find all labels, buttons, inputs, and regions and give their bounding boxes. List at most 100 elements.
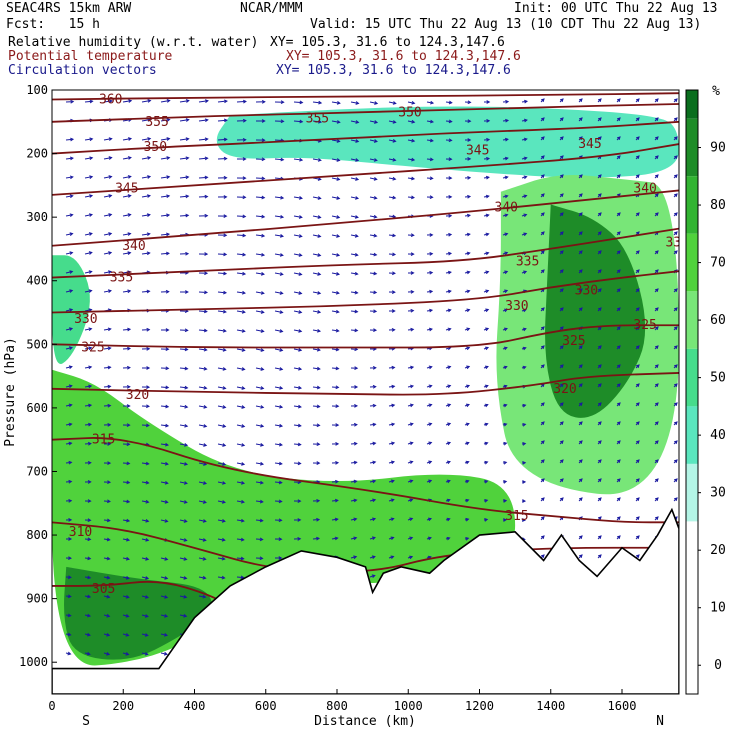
vector-arrow — [274, 443, 283, 446]
vector-arrowhead — [259, 518, 264, 523]
x-tick-label: 800 — [326, 699, 348, 713]
vector-arrowhead — [485, 175, 490, 180]
vector-arrowhead — [373, 139, 378, 143]
vector-arrow — [160, 214, 170, 217]
vector-arrowhead — [597, 231, 602, 236]
vector-arrowhead — [125, 614, 130, 618]
vector-arrowhead — [335, 404, 340, 409]
vector-arrowhead — [446, 536, 451, 541]
vector-arrow — [331, 329, 339, 332]
vector-arrowhead — [597, 383, 602, 388]
vector-arrow — [350, 291, 358, 294]
vector-arrowhead — [164, 500, 169, 504]
vector-arrowhead — [540, 269, 545, 274]
vector-arrowhead — [221, 519, 226, 523]
vector-arrowhead — [654, 98, 659, 103]
vector-arrowhead — [261, 138, 266, 143]
vector-arrowhead — [409, 460, 414, 465]
vector-arrow — [179, 538, 187, 541]
vector-arrowhead — [202, 519, 207, 523]
vector-arrowhead — [673, 174, 678, 179]
vector-arrow — [160, 195, 170, 198]
vector-arrowhead — [335, 385, 340, 390]
vector-arrowhead — [106, 575, 111, 580]
vector-arrowhead — [298, 385, 303, 390]
vector-arrowhead — [371, 536, 376, 541]
vector-arrow — [141, 557, 149, 560]
vector-arrowhead — [259, 556, 264, 561]
vector-arrowhead — [336, 158, 341, 162]
vector-arrow — [388, 139, 396, 142]
vector-arrowhead — [673, 326, 678, 331]
vector-arrowhead — [597, 136, 602, 141]
vector-arrowhead — [127, 251, 132, 255]
vector-arrowhead — [336, 215, 341, 219]
vector-arrowhead — [559, 136, 564, 141]
vector-arrowhead — [486, 137, 491, 142]
vector-arrow — [122, 271, 131, 274]
vector-arrowhead — [465, 479, 470, 484]
vector-arrowhead — [87, 594, 92, 599]
vector-arrowhead — [354, 328, 359, 333]
vector-arrowhead — [578, 402, 583, 407]
vector-arrowhead — [411, 176, 416, 181]
vector-arrowhead — [204, 271, 209, 276]
vector-arrow — [236, 443, 245, 446]
vector-arrowhead — [279, 348, 284, 352]
vector-arrowhead — [299, 100, 304, 105]
colorbar-tick-label: 50 — [710, 371, 726, 386]
vector-arrow — [84, 157, 93, 160]
vector-arrowhead — [279, 234, 285, 238]
vector-arrowhead — [164, 576, 169, 580]
vector-arrow — [331, 348, 339, 351]
vector-arrowhead — [410, 252, 415, 256]
vector-arrowhead — [597, 364, 602, 369]
vector-arrowhead — [447, 308, 452, 313]
vector-arrowhead — [261, 119, 266, 123]
vector-arrow — [179, 557, 187, 560]
vector-arrow — [312, 348, 320, 351]
vector-arrowhead — [654, 117, 659, 122]
vector-arrowhead — [540, 117, 545, 122]
theta-contour-345 — [52, 143, 679, 196]
vector-arrow — [217, 329, 226, 332]
vector-arrowhead — [411, 138, 416, 143]
vector-arrowhead — [466, 213, 471, 218]
vector-arrowhead — [279, 404, 284, 409]
vector-arrowhead — [597, 174, 602, 179]
vector-arrow — [141, 100, 151, 103]
vector-arrowhead — [127, 327, 132, 332]
vector-arrow — [65, 252, 73, 255]
vector-arrowhead — [616, 421, 621, 426]
vector-arrowhead — [654, 459, 659, 464]
vector-arrowhead — [391, 365, 396, 370]
vector-arrowhead — [411, 119, 416, 124]
vector-arrowhead — [166, 194, 171, 199]
vector-arrowhead — [371, 574, 376, 579]
vector-arrow — [255, 424, 264, 427]
vector-arrowhead — [355, 158, 360, 162]
vector-arrow — [65, 157, 73, 160]
vector-arrow — [255, 519, 263, 522]
vector-arrow — [274, 481, 282, 484]
contour-label: 345 — [115, 182, 138, 197]
vector-arrowhead — [465, 422, 470, 427]
vector-arrowhead — [466, 232, 471, 237]
vector-arrow — [369, 120, 378, 123]
vector-arrowhead — [540, 554, 545, 559]
vector-arrowhead — [336, 101, 341, 105]
vector-arrow — [236, 272, 246, 275]
vector-arrowhead — [107, 346, 112, 351]
vector-arrowhead — [578, 364, 583, 369]
vector-arrowhead — [410, 195, 415, 200]
vector-arrowhead — [654, 212, 659, 217]
vector-arrow — [293, 386, 302, 389]
vector-arrowhead — [465, 517, 470, 522]
field-xy-theta: XY= 105.3, 31.6 to 124.3,147.6 — [286, 49, 521, 64]
vector-arrow — [331, 367, 339, 370]
vector-arrow — [350, 196, 359, 199]
vector-arrowhead — [88, 232, 93, 236]
contour-label: 315 — [92, 433, 115, 448]
vector-arrowhead — [673, 288, 678, 293]
vector-arrow — [103, 366, 111, 369]
